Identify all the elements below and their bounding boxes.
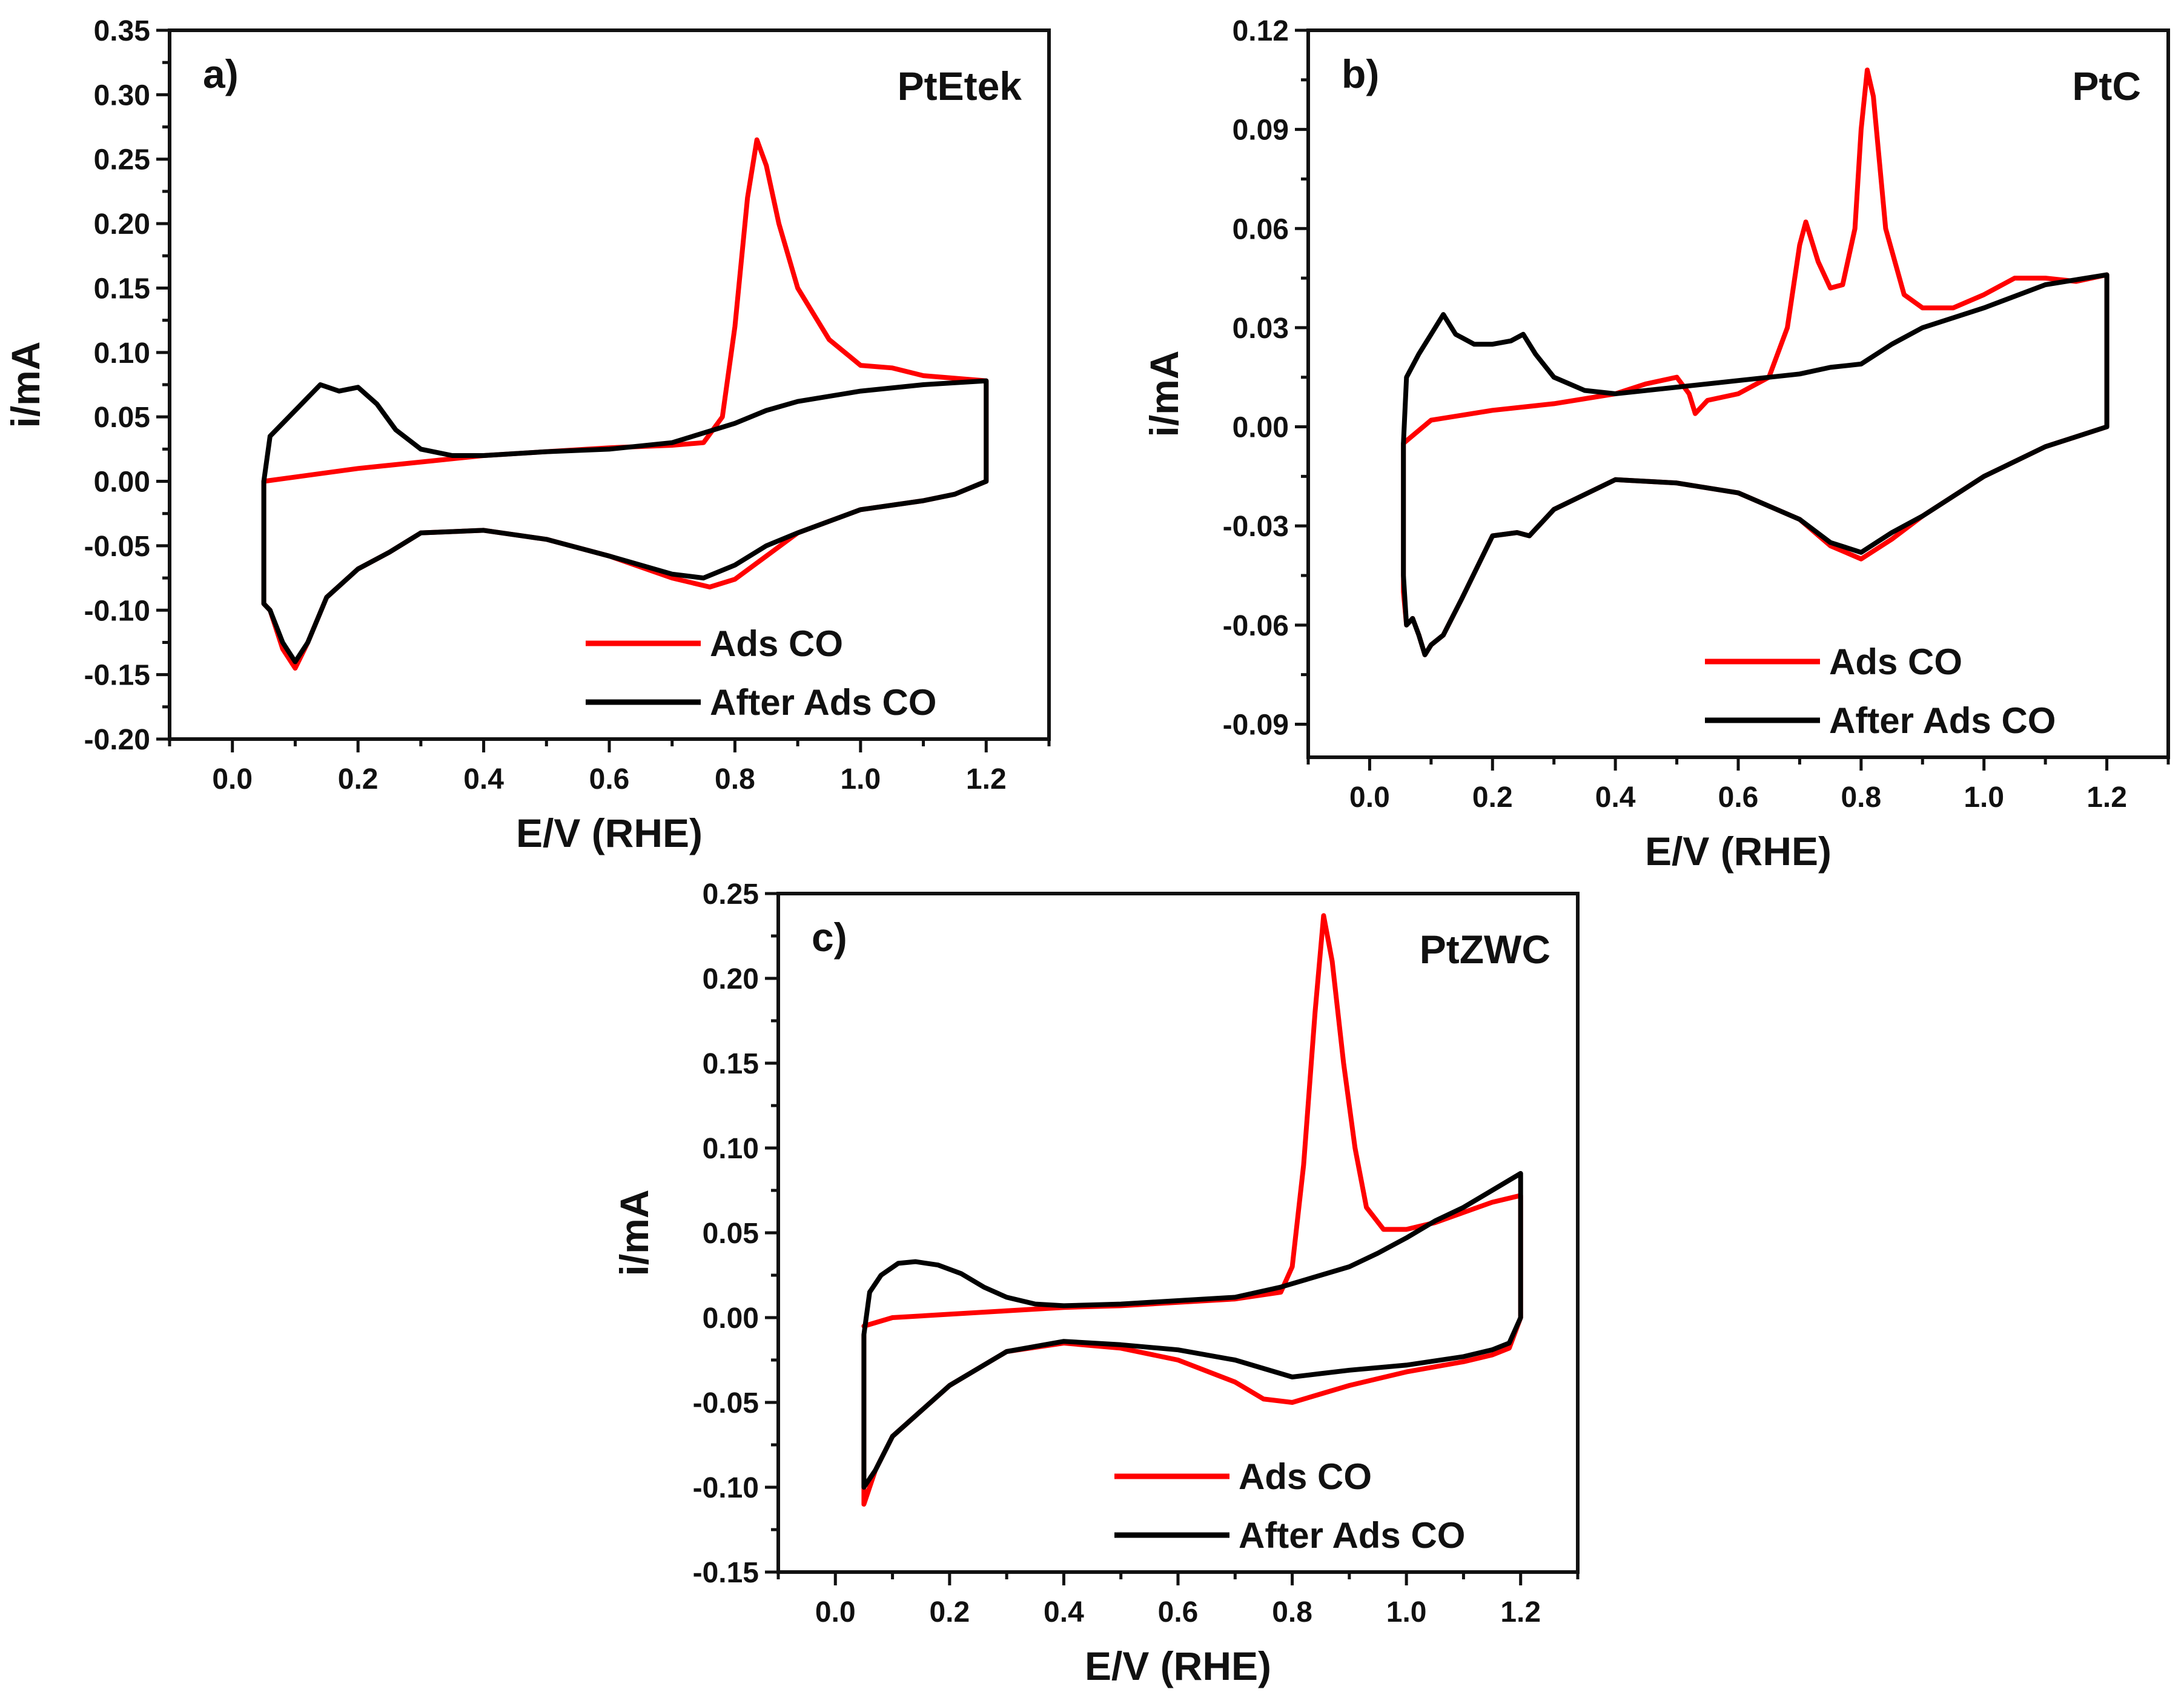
x-tick-label: 0.2 <box>338 763 379 795</box>
x-tick-label: 0.2 <box>1472 781 1513 814</box>
x-tick-label: 0.6 <box>1718 781 1759 814</box>
plot-frame <box>776 892 1580 1574</box>
y-tick-label: 0.15 <box>94 273 150 305</box>
legend-label: After Ads CO <box>1239 1515 1465 1556</box>
y-axis-label: i/mA <box>3 341 48 428</box>
y-tick-label: -0.03 <box>1223 511 1289 543</box>
y-tick-label: -0.10 <box>693 1472 759 1504</box>
y-tick-label: 0.20 <box>703 963 759 995</box>
y-tick-label: 0.00 <box>703 1302 759 1335</box>
y-tick-label: -0.15 <box>693 1557 759 1589</box>
y-tick-label: 0.25 <box>94 144 150 176</box>
legend-label: Ads CO <box>710 623 843 664</box>
y-tick-label: 0.05 <box>94 402 150 434</box>
y-tick-label: -0.20 <box>84 724 150 756</box>
x-tick-label: 0.6 <box>1158 1596 1199 1628</box>
y-tick-label: 0.10 <box>94 337 150 370</box>
y-tick-label: 0.30 <box>94 79 150 111</box>
legend-label: Ads CO <box>1829 642 1962 682</box>
x-tick-label: 1.2 <box>1500 1596 1541 1628</box>
series-line-after-ads-co <box>1401 272 2110 657</box>
y-tick-label: -0.05 <box>693 1387 759 1419</box>
x-tick-label: 0.2 <box>929 1596 970 1628</box>
series-line-ads-co <box>1401 67 2110 657</box>
y-tick-label: 0.20 <box>94 208 150 241</box>
chart-panel-3: -0.15 -0.10 -0.05 0.00 0.05 0.10 0.15 0.20 0.25 0… <box>612 878 1580 1688</box>
y-tick-label: 0.25 <box>703 878 759 911</box>
y-tick-label: -0.10 <box>84 595 150 627</box>
x-tick-label: 0.4 <box>1595 781 1636 814</box>
y-tick-label: 0.03 <box>1233 313 1289 345</box>
chart-panel-2: -0.09 -0.06 -0.03 0.00 0.03 0.06 0.09 0.12 0.0 0.… <box>1142 15 2170 874</box>
chart-panel-1: -0.20-0.15-0.10-0.050.000.050.100.150.20… <box>3 15 1051 855</box>
y-tick-label: 0.10 <box>703 1133 759 1165</box>
y-tick-label: 0.12 <box>1233 15 1289 47</box>
x-tick-label: 0.8 <box>715 763 755 795</box>
x-tick-label: 0.6 <box>589 763 630 795</box>
x-tick-label: 0.8 <box>1272 1596 1312 1628</box>
panel-title: PtC <box>2072 64 2141 108</box>
x-tick-label: 1.0 <box>1964 781 2004 814</box>
panel-label: b) <box>1342 51 1379 96</box>
y-tick-label: 0.15 <box>703 1048 759 1080</box>
y-tick-label: -0.15 <box>84 660 150 692</box>
panel-title: PtEtek <box>898 64 1022 108</box>
x-tick-label: 1.2 <box>966 763 1007 795</box>
x-tick-label: 0.0 <box>212 763 253 795</box>
y-tick-label: 0.05 <box>703 1218 759 1250</box>
x-tick-label: 1.0 <box>1386 1596 1427 1628</box>
y-axis-label: i/mA <box>1142 350 1186 437</box>
panel-label: a) <box>203 51 239 96</box>
series-line-after-ads-co <box>261 378 989 665</box>
y-tick-label: -0.09 <box>1223 709 1289 741</box>
series-line-ads-co <box>261 137 989 671</box>
legend-label: After Ads CO <box>1829 700 2056 741</box>
legend-label: After Ads CO <box>710 682 936 723</box>
series-line-ads-co <box>861 913 1523 1507</box>
x-tick-label: 0.4 <box>463 763 504 795</box>
x-axis-label: E/V (RHE) <box>1085 1644 1271 1688</box>
y-tick-label: -0.06 <box>1223 610 1289 642</box>
legend-label: Ads CO <box>1239 1456 1372 1497</box>
x-tick-label: 0.0 <box>815 1596 856 1628</box>
y-axis-label: i/mA <box>612 1189 657 1276</box>
x-tick-label: 0.0 <box>1349 781 1390 814</box>
x-tick-label: 0.8 <box>1841 781 1881 814</box>
y-tick-label: 0.00 <box>94 466 150 499</box>
x-tick-label: 1.2 <box>2086 781 2127 814</box>
x-axis-label: E/V (RHE) <box>1645 829 1832 874</box>
y-tick-label: -0.05 <box>84 531 150 563</box>
y-tick-label: 0.06 <box>1233 213 1289 245</box>
panel-title: PtZWC <box>1420 927 1550 972</box>
y-tick-label: 0.00 <box>1233 412 1289 444</box>
x-tick-label: 1.0 <box>840 763 881 795</box>
y-tick-label: 0.35 <box>94 15 150 47</box>
panel-label: c) <box>812 915 847 960</box>
x-tick-label: 0.4 <box>1044 1596 1084 1628</box>
y-tick-label: 0.09 <box>1233 114 1289 147</box>
x-axis-label: E/V (RHE) <box>516 811 703 855</box>
series-line-after-ads-co <box>861 1171 1523 1490</box>
